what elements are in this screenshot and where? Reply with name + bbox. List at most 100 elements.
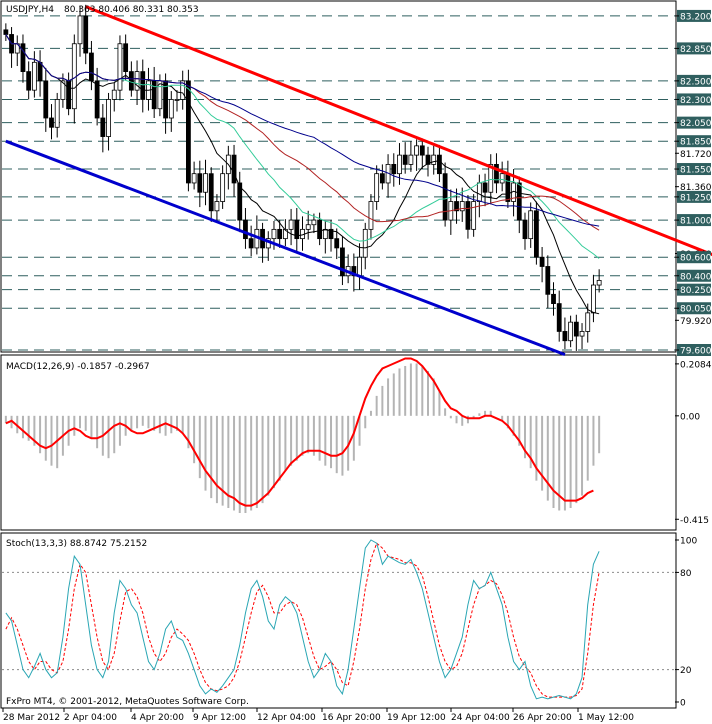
candle-body (277, 228, 283, 240)
candle-body (94, 80, 100, 119)
level-label-box (677, 163, 711, 176)
level-label-box (677, 190, 711, 203)
candle-body (26, 71, 32, 91)
candle-body (100, 117, 106, 137)
candle-body (351, 266, 357, 277)
candle-body (596, 279, 602, 286)
stoch-tick-label: 20 (680, 666, 692, 676)
candle-body (243, 219, 248, 240)
stoch-tick-label: 80 (680, 569, 692, 579)
candle-body (573, 321, 579, 337)
candle-body (66, 80, 72, 110)
candle-body (340, 247, 345, 277)
level-label: 81.250 (680, 193, 712, 203)
macd-tick-label: 0.2084 (680, 360, 712, 370)
candle-body (214, 201, 220, 212)
candle-body (379, 173, 385, 184)
candle-body (476, 182, 482, 202)
candle-body (419, 145, 425, 156)
price-tick-label: 79.920 (680, 317, 712, 327)
x-tick-label: 16 Apr 20:00 (322, 713, 381, 723)
candle-body (334, 238, 340, 249)
candle-body (499, 173, 505, 184)
candle-body (208, 173, 214, 212)
candle-body (174, 99, 180, 101)
trend-line (85, 5, 712, 257)
level-label-box (677, 283, 711, 296)
level-label-box (677, 74, 711, 87)
candle-body (89, 52, 94, 82)
candle-body (539, 256, 545, 267)
moving-average-line (5, 34, 600, 315)
macd-tick-label: 0.00 (680, 412, 700, 422)
x-tick-label: 2 Apr 04:00 (64, 713, 117, 723)
level-label-box (677, 9, 711, 22)
candle-body (414, 145, 419, 156)
level-label: 82.850 (680, 45, 712, 55)
candle-body (186, 80, 191, 184)
x-tick-label: 4 Apr 20:00 (131, 713, 184, 723)
ohlc-label: 80.363 80.406 80.331 80.353 (64, 5, 199, 15)
candle-body (397, 154, 402, 175)
footer-copyright: FxPro MT4, © 2001-2012, MetaQuotes Softw… (6, 697, 249, 707)
x-tick-label: 28 Mar 2012 (3, 713, 60, 723)
candle-body (533, 210, 539, 258)
stoch-d-line (5, 542, 600, 698)
stoch-panel (0, 532, 677, 709)
candle-body (271, 228, 277, 240)
candle-body (408, 154, 414, 165)
symbol-label: USDJPY,H4 (6, 5, 54, 15)
x-tick-label: 24 Apr 04:00 (451, 713, 510, 723)
candle-body (442, 173, 448, 221)
candle-body (248, 238, 254, 249)
level-label: 79.600 (680, 347, 712, 357)
candle-body (54, 99, 60, 128)
x-tick-label: 19 Apr 12:00 (387, 713, 446, 723)
candle-body (328, 228, 334, 240)
candle-body (562, 331, 568, 342)
candle-body (111, 89, 117, 100)
level-label: 81.550 (680, 166, 712, 176)
level-label: 80.050 (680, 305, 712, 315)
candle-body (49, 117, 54, 128)
price-tick-label: 81.720 (680, 150, 712, 160)
macd-label: MACD(12,26,9) -0.1857 -0.2967 (6, 362, 150, 372)
level-label-box (677, 344, 711, 356)
candle-body (288, 219, 294, 230)
candle-body (106, 99, 111, 137)
candle-body (516, 182, 522, 221)
candle-body (231, 154, 237, 184)
candle-body (220, 173, 226, 202)
candle-body (3, 29, 9, 35)
level-label-box (677, 251, 711, 264)
level-label: 82.500 (680, 77, 712, 87)
level-label-box (677, 302, 711, 315)
level-label: 80.250 (680, 286, 712, 296)
candle-body (163, 80, 168, 119)
candle-body (585, 312, 591, 332)
level-label-box (677, 214, 711, 227)
candle-body (31, 61, 37, 91)
candle-body (180, 80, 186, 100)
level-label: 83.200 (680, 12, 712, 22)
level-label: 80.400 (680, 272, 712, 282)
x-tick-label: 9 Apr 12:00 (193, 713, 246, 723)
candle-body (83, 15, 89, 54)
candle-body (579, 331, 585, 337)
candle-body (568, 321, 574, 342)
candle-body (151, 80, 157, 110)
candle-body (437, 154, 442, 175)
candle-body (402, 154, 408, 165)
stoch-k-line (5, 539, 600, 700)
candle-body (20, 43, 26, 72)
candle-body (454, 201, 459, 212)
candle-body (556, 303, 562, 332)
macd-signal-line (5, 357, 594, 507)
level-label: 81.850 (680, 138, 712, 148)
candle-body (282, 228, 288, 240)
candle-body (77, 15, 83, 45)
stoch-label: Stoch(13,3,3) 88.8742 75.2152 (6, 539, 147, 549)
candle-body (465, 201, 471, 230)
macd-panel (0, 354, 677, 531)
level-label-box (677, 93, 711, 106)
